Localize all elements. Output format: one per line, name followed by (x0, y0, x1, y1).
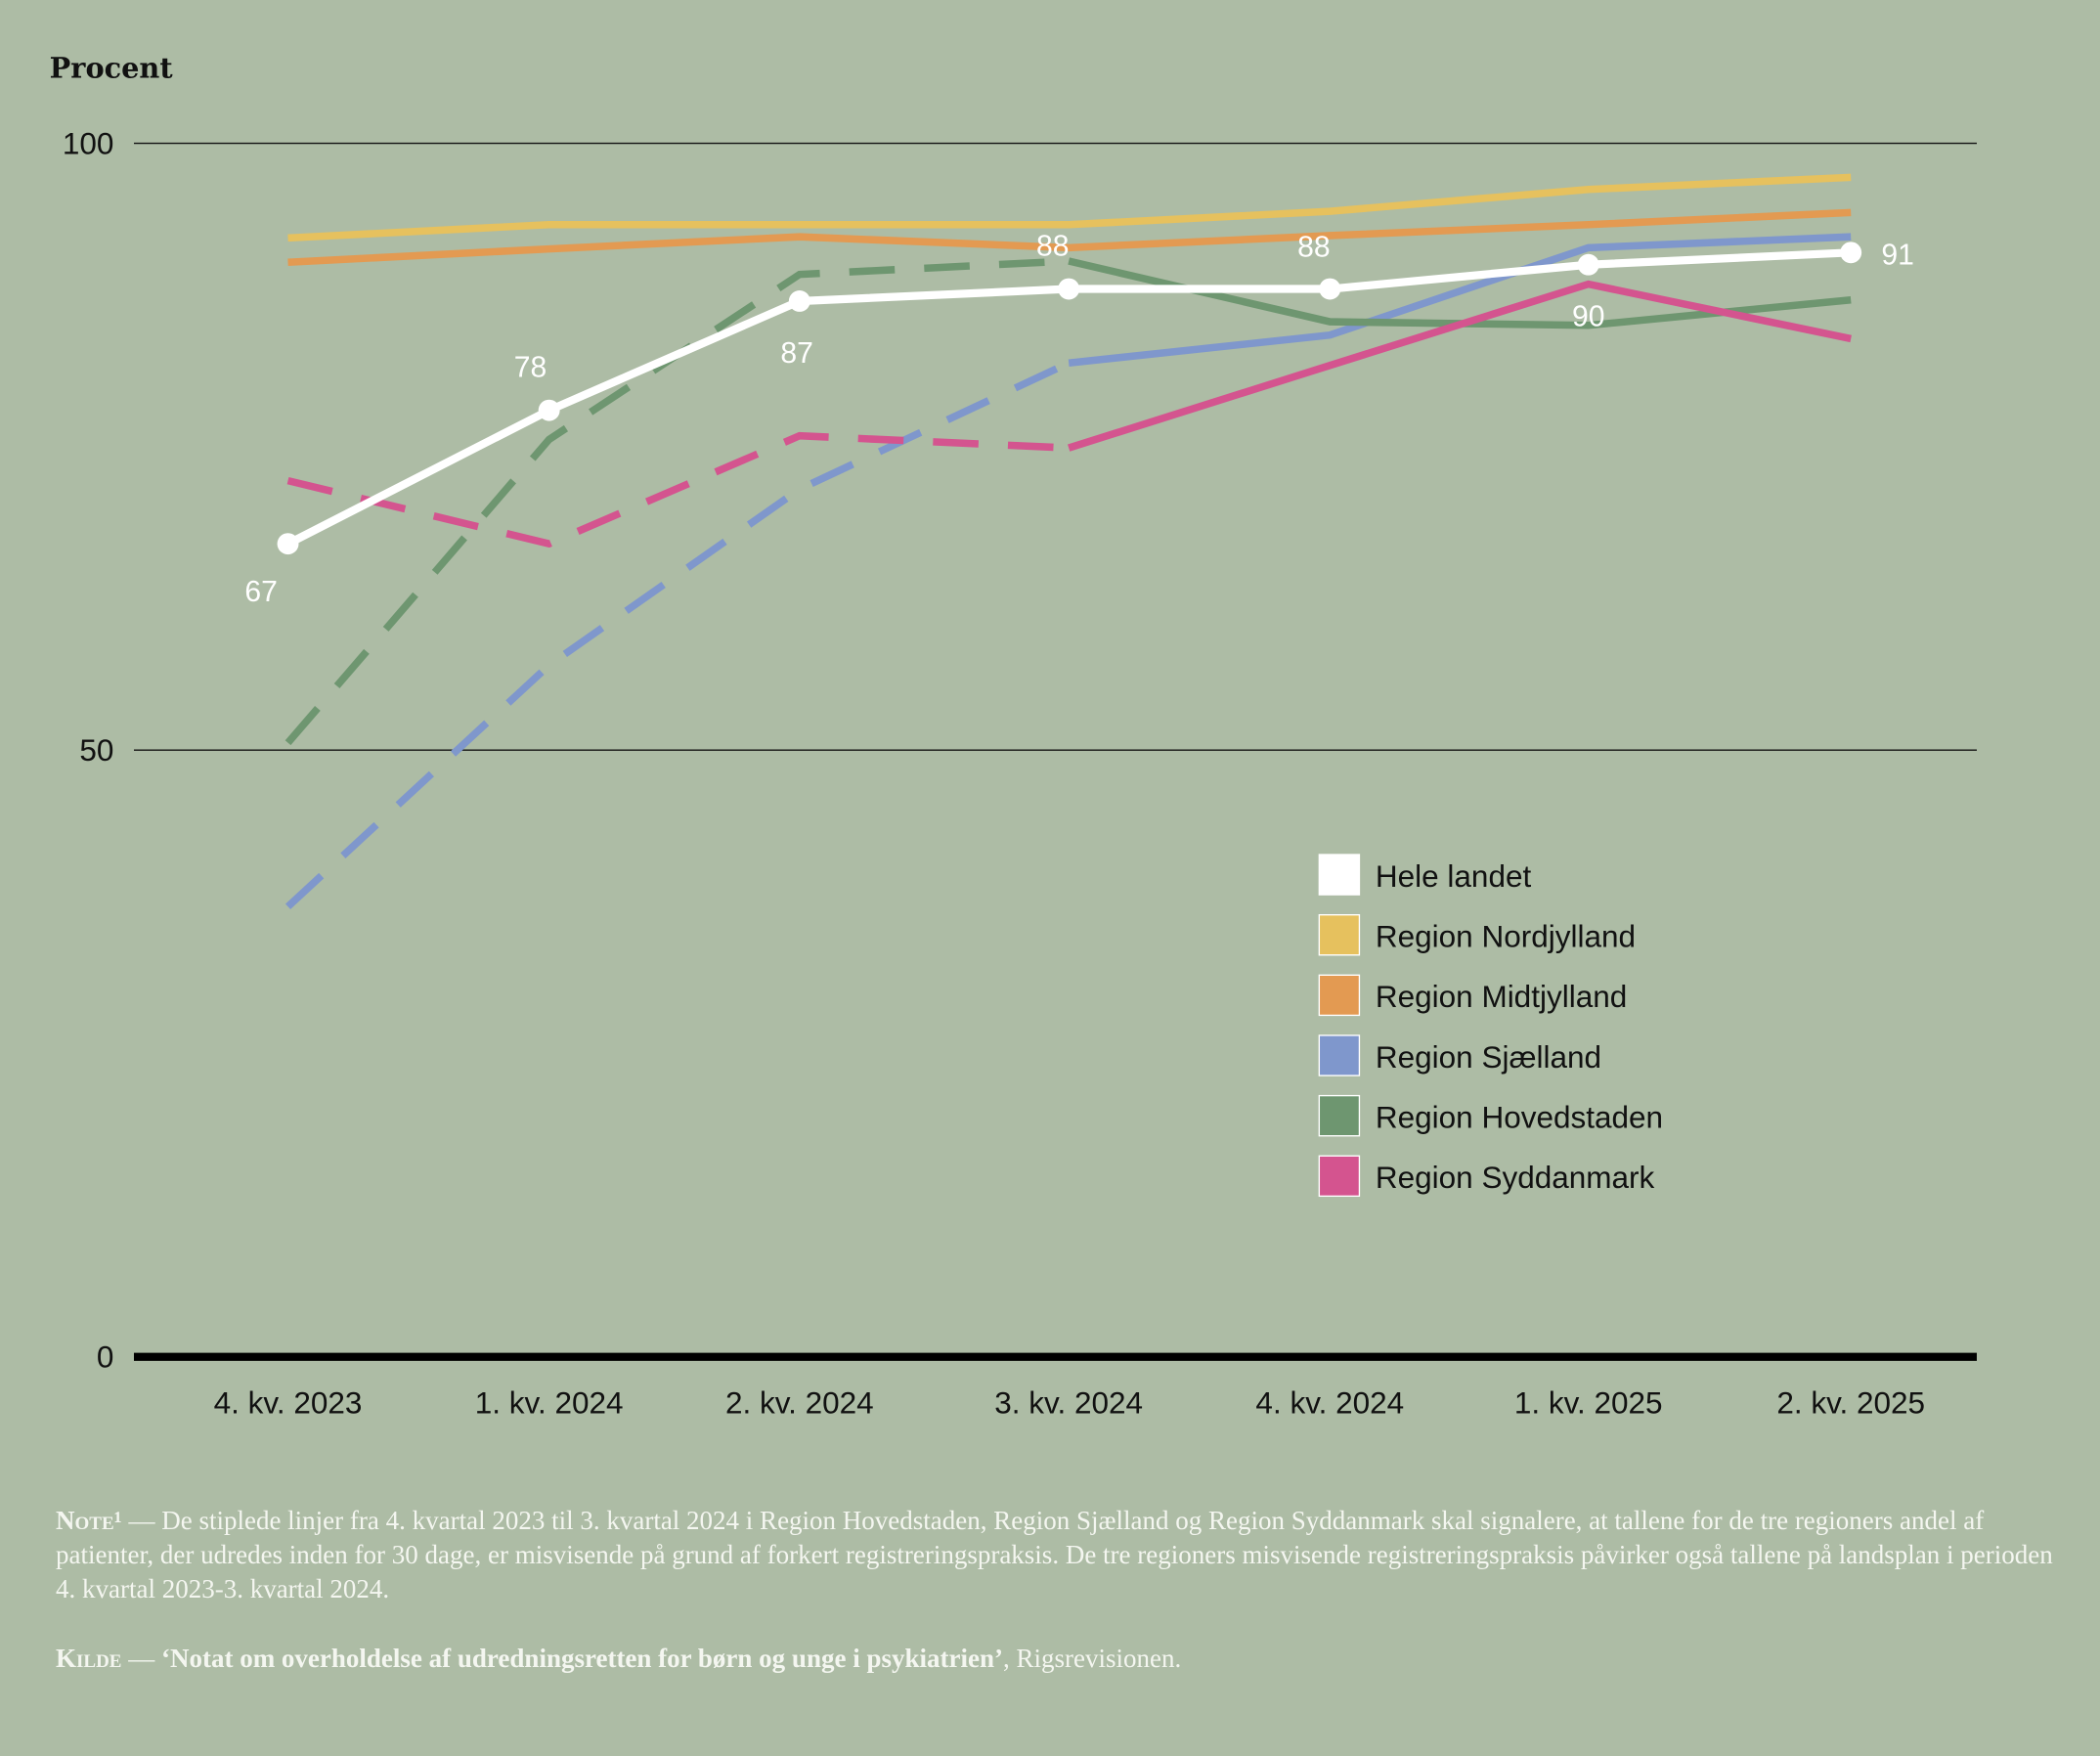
series-line-region-nordjylland (287, 173, 1852, 242)
legend-label: Region Sjælland (1376, 1039, 1601, 1075)
y-tick-label: 100 (63, 126, 114, 161)
x-tick-label: 4. kv. 2023 (214, 1384, 363, 1420)
y-tick-label: 50 (79, 732, 113, 768)
series-line-region-sjælland (1068, 233, 1852, 368)
source-label: Kilde (56, 1644, 122, 1673)
source: Kilde — ‘Notat om overholdelse af udredn… (56, 1642, 2070, 1676)
legend-label: Region Nordjylland (1376, 919, 1636, 954)
x-tick-label: 1. kv. 2024 (475, 1384, 624, 1420)
y-tick-label: 0 (97, 1339, 114, 1375)
y-axis-label: Procent (50, 51, 174, 84)
x-tick-label: 2. kv. 2024 (725, 1384, 874, 1420)
data-label: 67 (244, 576, 278, 608)
series-line-dashed-region-syddanmark (286, 431, 1070, 549)
data-point (1319, 278, 1341, 300)
data-point (538, 399, 560, 421)
legend-label: Region Syddanmark (1376, 1160, 1655, 1195)
data-label: 91 (1881, 240, 1914, 272)
series-line-dashed-region-sjælland (284, 359, 1071, 910)
legend-label: Region Midtjylland (1376, 979, 1627, 1014)
data-label: 78 (514, 351, 547, 383)
series-line-region-syddanmark (1068, 280, 1852, 452)
legend-swatch (1318, 1034, 1361, 1076)
legend-label: Hele landet (1376, 858, 1532, 894)
data-label: 90 (1572, 301, 1605, 333)
source-separator: — (121, 1644, 161, 1673)
series-line-region-midtjylland (287, 208, 1852, 267)
legend-swatch (1318, 1155, 1361, 1198)
note-text: — De stiplede linjer fra 4. kvartal 2023… (56, 1506, 2053, 1603)
data-label: 88 (1297, 232, 1331, 264)
data-point (1058, 278, 1080, 300)
data-point (1577, 253, 1599, 276)
legend-swatch (1318, 1094, 1361, 1137)
x-tick-label: 1. kv. 2025 (1514, 1384, 1663, 1420)
data-label: 88 (1036, 230, 1070, 262)
data-point (1840, 241, 1862, 264)
x-tick-label: 3. kv. 2024 (994, 1384, 1143, 1420)
data-point (277, 533, 299, 555)
legend-swatch (1318, 913, 1361, 956)
note-label: Note¹ (56, 1506, 122, 1535)
x-tick-label: 2. kv. 2025 (1776, 1384, 1925, 1420)
data-label: 87 (780, 337, 813, 370)
series-line-dashed-region-hovedstaden (284, 257, 1070, 746)
x-tick-label: 4. kv. 2024 (1255, 1384, 1404, 1420)
notes: Note¹ — De stiplede linjer fra 4. kvarta… (56, 1504, 2070, 1711)
source-title: ‘Notat om overholdelse af udredningsrett… (160, 1644, 1003, 1673)
legend-swatch (1318, 854, 1361, 896)
note: Note¹ — De stiplede linjer fra 4. kvarta… (56, 1504, 2070, 1606)
legend-label: Region Hovedstaden (1376, 1099, 1663, 1134)
data-point (788, 289, 810, 312)
legend-swatch (1318, 974, 1361, 1017)
source-rest: , Rigsrevisionen. (1002, 1644, 1182, 1673)
